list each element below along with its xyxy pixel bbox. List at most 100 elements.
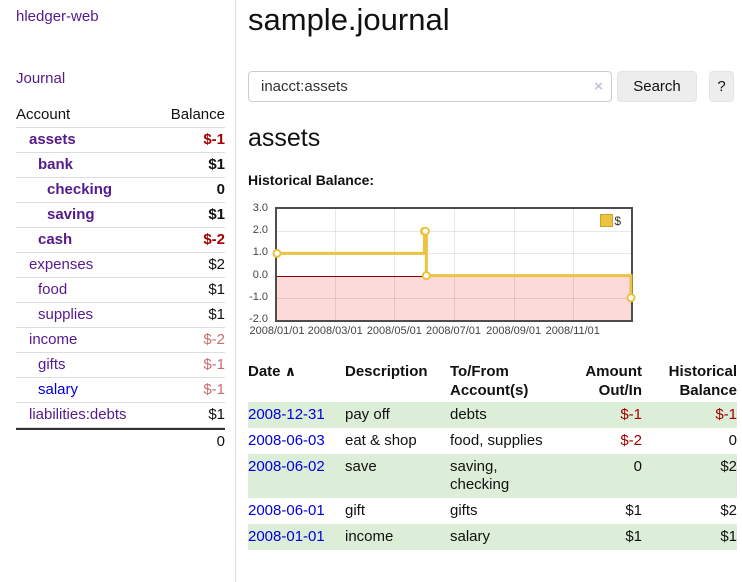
account-balance: $-2: [203, 231, 225, 248]
account-balance: $1: [208, 156, 225, 173]
x-axis-tick-label: 2008/03/01: [307, 325, 363, 337]
account-balance: 0: [216, 181, 225, 198]
register-row: 2008-01-01 income salary $1 $1: [248, 524, 737, 550]
account-column-header: Account: [16, 106, 71, 123]
transaction-amount-cell: 0: [633, 458, 642, 475]
transaction-accounts-cell: saving, checking: [450, 458, 510, 493]
brand-link[interactable]: hledger-web: [16, 8, 99, 25]
transaction-amount-cell: $1: [625, 528, 642, 545]
account-link[interactable]: assets: [29, 131, 76, 148]
search-input[interactable]: [248, 71, 612, 102]
y-axis-tick-label: 2.0: [252, 224, 268, 237]
account-balance: $-2: [203, 331, 225, 348]
account-link[interactable]: supplies: [38, 306, 94, 323]
transaction-accounts-cell: salary: [450, 528, 491, 545]
account-balance: $2: [208, 256, 225, 273]
transaction-balance-cell: $1: [720, 528, 737, 545]
transaction-description-cell: save: [345, 458, 377, 475]
register-table: Date ∧ Description To/From Account(s) Am…: [248, 360, 737, 550]
transaction-date-link[interactable]: 2008-12-31: [248, 406, 325, 423]
data-point-marker: [626, 293, 636, 303]
account-link[interactable]: saving: [47, 206, 95, 223]
x-axis-tick-label: 2008/11/01: [545, 325, 600, 337]
register-header-row: Date ∧ Description To/From Account(s) Am…: [248, 360, 737, 402]
chart-legend: $: [600, 214, 621, 228]
gridline: [394, 209, 396, 320]
account-row: gifts $-1: [16, 353, 225, 378]
transaction-date-link[interactable]: 2008-06-02: [248, 458, 325, 475]
account-row: income $-2: [16, 328, 225, 353]
account-link[interactable]: gifts: [38, 356, 66, 373]
transaction-amount-cell: $-1: [620, 406, 642, 423]
gridline: [277, 253, 631, 255]
y-axis-tick-label: 1.0: [252, 246, 268, 259]
account-balance: $1: [208, 281, 225, 298]
search-button[interactable]: Search: [617, 71, 697, 102]
transaction-date-cell: 2008-06-01: [248, 498, 345, 524]
amount-column-header: Amount Out/In: [585, 363, 642, 399]
account-row: food $1: [16, 278, 225, 303]
balance-column-header: Balance: [170, 106, 225, 123]
y-axis-tick-label: 3.0: [252, 202, 268, 214]
account-row: assets $-1: [16, 128, 225, 153]
sidebar-item-journal[interactable]: Journal: [16, 70, 66, 87]
page-title: sample.journal: [248, 2, 450, 37]
account-balance: $-1: [203, 131, 225, 148]
account-link[interactable]: cash: [38, 231, 73, 248]
transaction-date-cell: 2008-01-01: [248, 524, 345, 550]
sort-ascending-icon: ∧: [284, 363, 297, 379]
transaction-balance-cell: $-1: [715, 406, 737, 423]
account-link[interactable]: income: [29, 331, 78, 348]
account-row: liabilities:debts $1: [16, 403, 225, 428]
negative-region-shading: [277, 275, 631, 320]
x-axis-tick-label: 2008/05/01: [366, 325, 422, 337]
account-link[interactable]: food: [38, 281, 68, 298]
register-row: 2008-06-03 eat & shop food, supplies $-2 0: [248, 428, 737, 454]
account-balance: $-1: [203, 381, 225, 398]
y-axis-tick-label: 0.0: [252, 268, 268, 281]
account-row: saving $1: [16, 203, 225, 228]
transaction-date-link[interactable]: 2008-01-01: [248, 528, 325, 545]
transaction-balance-cell: 0: [728, 432, 737, 449]
x-axis-tick-label: 2008/07/01: [425, 325, 482, 337]
account-link[interactable]: checking: [47, 181, 113, 198]
account-link[interactable]: bank: [38, 156, 74, 173]
transaction-date-cell: 2008-06-02: [248, 454, 345, 498]
sidebar-divider: [235, 0, 236, 582]
accounts-total-row: 0: [16, 428, 225, 454]
data-point-marker: [421, 271, 431, 281]
account-page-title: assets: [248, 124, 321, 152]
account-balance: $-1: [203, 356, 225, 373]
register-row: 2008-06-02 save saving, checking 0 $2: [248, 454, 737, 498]
search-box: ×: [248, 71, 612, 102]
transaction-balance-cell: $2: [720, 458, 737, 475]
transaction-description-cell: eat & shop: [345, 432, 417, 449]
transaction-date-link[interactable]: 2008-06-03: [248, 432, 325, 449]
register-row: 2008-12-31 pay off debts $-1 $-1: [248, 402, 737, 428]
account-balance: $1: [208, 406, 225, 423]
transaction-accounts-cell: food, supplies: [450, 432, 543, 449]
gridline: [277, 297, 631, 299]
account-row: cash $-2: [16, 228, 225, 253]
balance-column-header: Historical Balance: [668, 363, 737, 399]
gridline: [513, 209, 515, 320]
register-row: 2008-06-01 gift gifts $1 $2: [248, 498, 737, 524]
legend-swatch-icon: [600, 214, 614, 227]
date-column-header: Date ∧: [248, 363, 297, 380]
gridline: [277, 231, 631, 233]
historical-balance-chart: $: [272, 207, 636, 322]
transaction-description-cell: pay off: [345, 406, 390, 423]
account-link[interactable]: expenses: [29, 256, 94, 273]
total-balance: 0: [216, 433, 225, 450]
data-point-marker: [272, 248, 282, 258]
account-row: checking 0: [16, 178, 225, 203]
x-axis-tick-label: 2008/09/01: [486, 325, 542, 337]
help-button[interactable]: ?: [709, 71, 734, 102]
clear-search-icon[interactable]: ×: [594, 78, 603, 95]
account-link[interactable]: salary: [38, 381, 79, 398]
accounts-table-header: Account Balance: [16, 103, 225, 128]
account-link[interactable]: liabilities:debts: [29, 406, 127, 423]
transaction-description-cell: gift: [345, 502, 366, 519]
balance-line-series: [272, 226, 636, 303]
transaction-date-link[interactable]: 2008-06-01: [248, 502, 325, 519]
